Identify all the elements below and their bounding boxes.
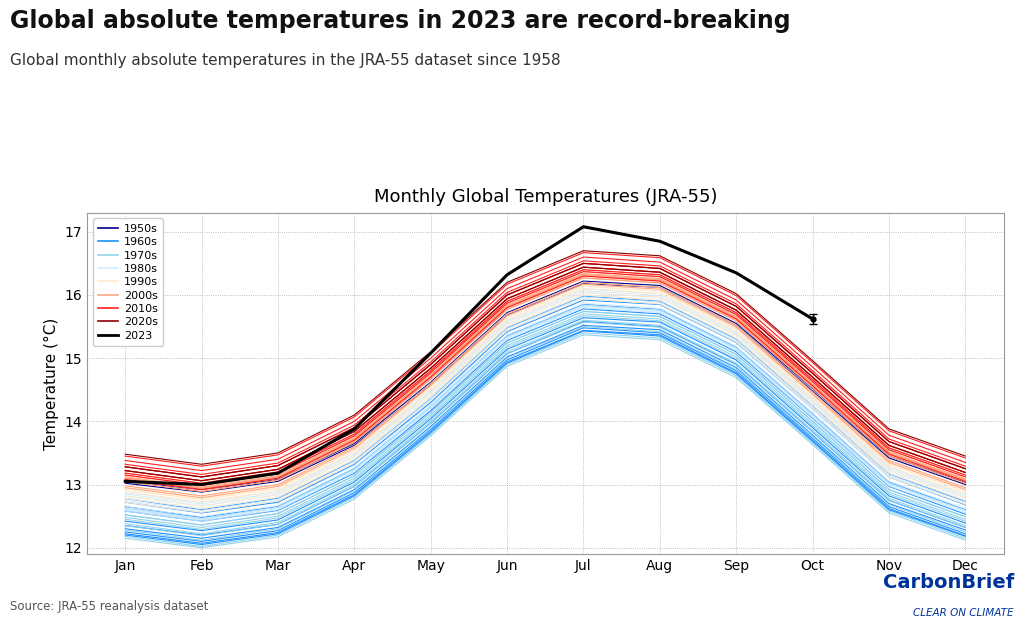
Text: Global monthly absolute temperatures in the JRA-55 dataset since 1958: Global monthly absolute temperatures in … (10, 53, 561, 68)
Text: CLEAR ON CLIMATE: CLEAR ON CLIMATE (913, 608, 1014, 618)
Text: CarbonBrief: CarbonBrief (883, 573, 1014, 592)
Y-axis label: Temperature (°C): Temperature (°C) (44, 317, 58, 449)
Title: Monthly Global Temperatures (JRA-55): Monthly Global Temperatures (JRA-55) (374, 188, 717, 206)
Text: Source: JRA-55 reanalysis dataset: Source: JRA-55 reanalysis dataset (10, 600, 209, 613)
Legend: 1950s, 1960s, 1970s, 1980s, 1990s, 2000s, 2010s, 2020s, 2023: 1950s, 1960s, 1970s, 1980s, 1990s, 2000s… (92, 218, 163, 346)
Text: Global absolute temperatures in 2023 are record-breaking: Global absolute temperatures in 2023 are… (10, 9, 791, 33)
